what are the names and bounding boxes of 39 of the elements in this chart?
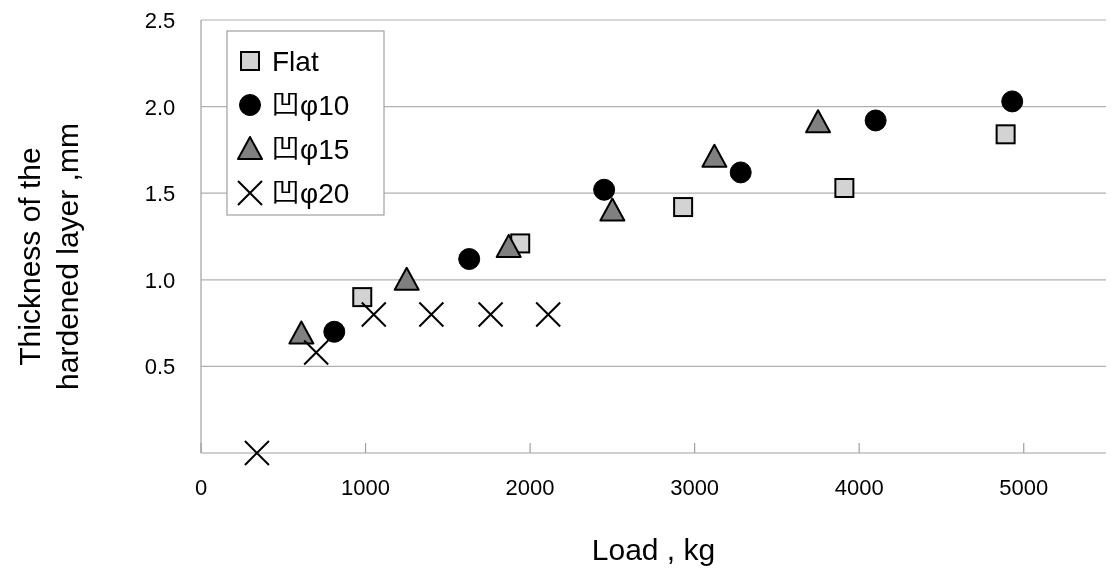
point (360, 301, 387, 328)
y-axis-title: Thickness of the hardened layer ,mm (13, 123, 84, 390)
legend-label: Flat (272, 46, 319, 77)
point (729, 161, 752, 184)
point (243, 440, 270, 466)
y-tick-label: 1.0 (144, 267, 176, 293)
point (418, 301, 445, 328)
point (805, 109, 832, 134)
point (288, 320, 315, 345)
point (701, 143, 728, 168)
point (535, 301, 562, 328)
point (673, 197, 694, 218)
x-tick-label: 4000 (834, 475, 884, 500)
point (995, 124, 1016, 145)
x-tick-label: 2000 (505, 475, 555, 500)
point (323, 320, 346, 343)
point (477, 301, 504, 328)
point (393, 266, 420, 291)
point (1001, 90, 1024, 113)
x-tick-label: 1000 (341, 475, 391, 500)
y-tick-label: 1.5 (144, 181, 176, 207)
legend-label: 凹φ20 (272, 178, 350, 209)
legend-label: 凹φ10 (272, 90, 350, 121)
point (303, 339, 330, 366)
point (495, 233, 522, 258)
point (834, 178, 855, 198)
x-tick-label: 3000 (670, 475, 720, 500)
point (352, 287, 373, 308)
x-tick-label: 0 (194, 475, 208, 500)
y-tick-label: 2.5 (144, 8, 176, 33)
y-tick-label: 2.0 (144, 94, 176, 120)
x-tick-label: 5000 (999, 475, 1049, 500)
legend-label: 凹φ15 (272, 134, 350, 165)
x-axis-title: Load , kg (591, 533, 716, 566)
point (593, 178, 616, 201)
point (864, 109, 887, 132)
point (599, 197, 626, 222)
y-tick-label: 0.5 (144, 354, 176, 380)
point (458, 248, 481, 271)
